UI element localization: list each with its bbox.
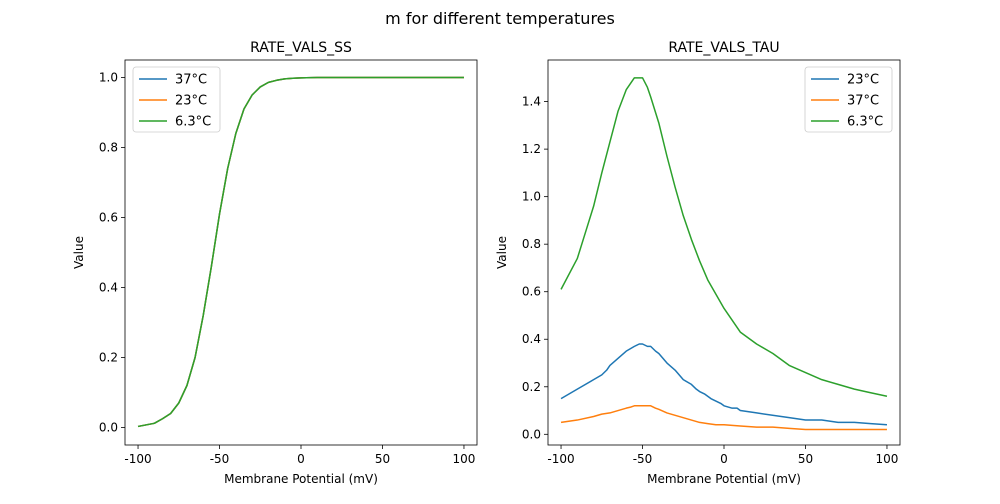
legend-entry: 23°C [847, 73, 879, 88]
series-line-3 [560, 77, 888, 398]
y-tick-label: 1.4 [522, 95, 541, 109]
x-tick-label: 50 [375, 452, 390, 466]
legend-entry: 6.3°C [847, 115, 883, 130]
chart-panel-2: -100 -50 0 50 100 0.0 0.2 0.4 0.6 0.8 1.0 1.2 1.4 RAT… [495, 40, 901, 486]
y-tick-label: 0.8 [99, 141, 118, 155]
legend-entry: 6.3°C [175, 115, 211, 130]
y-tick-label: 1.2 [522, 142, 541, 156]
x-axis-label: Membrane Potential (mV) [647, 472, 801, 486]
legend-entry: 37°C [175, 73, 207, 88]
legend-box [132, 66, 221, 133]
legend: 23°C 37°C 6.3°C [804, 66, 893, 133]
series-line-2 [560, 405, 887, 431]
legend-entry: 23°C [175, 94, 207, 109]
x-tick-label: 0 [720, 452, 728, 466]
y-tick-label: 0.6 [522, 285, 541, 299]
y-tick-label: 0.2 [99, 351, 118, 365]
y-tick-label: 0.0 [522, 427, 541, 441]
y-tick-label: 1.0 [99, 71, 118, 85]
y-tick-label: 0.4 [522, 332, 541, 346]
chart-title: RATE_VALS_TAU [668, 40, 779, 56]
x-tick-label: -50 [210, 452, 230, 466]
series-line-1 [560, 343, 888, 426]
x-axis-label: Membrane Potential (mV) [224, 472, 378, 486]
y-tick-label: 0.6 [99, 211, 118, 225]
y-tick-label: 1.0 [522, 190, 541, 204]
legend: 37°C 23°C 6.3°C [132, 66, 221, 133]
y-axis-label: Value [72, 236, 86, 269]
x-tick-label: 100 [453, 452, 476, 466]
y-axis-label: Value [495, 236, 509, 269]
x-tick-label: 100 [876, 452, 899, 466]
legend-box [804, 66, 893, 133]
x-tick-label: 50 [798, 452, 813, 466]
y-tick-label: 0.0 [99, 421, 118, 435]
x-tick-label: 0 [297, 452, 305, 466]
y-tick-label: 0.8 [522, 237, 541, 251]
figure-title: m for different temperatures [385, 9, 615, 28]
x-tick-label: -100 [547, 452, 574, 466]
x-tick-label: -50 [633, 452, 653, 466]
chart-panel-1: -100 -50 0 50 100 0.0 0.2 0.4 0.6 0.8 1.0 RATE_VALS… [72, 40, 478, 486]
series-line-3 [137, 76, 464, 428]
x-tick-label: -100 [124, 452, 151, 466]
y-tick-label: 0.2 [522, 380, 541, 394]
chart-title: RATE_VALS_SS [250, 40, 352, 56]
legend-entry: 37°C [847, 94, 879, 109]
y-tick-label: 0.4 [99, 281, 118, 295]
